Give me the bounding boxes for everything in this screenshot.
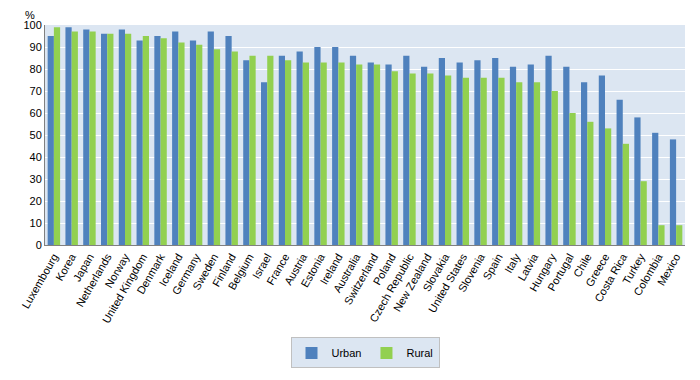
svg-text:40: 40 (30, 151, 42, 163)
svg-text:Spain: Spain (480, 251, 504, 281)
svg-text:Norway: Norway (102, 251, 131, 290)
svg-text:Colombia: Colombia (631, 251, 665, 298)
svg-text:Denmark: Denmark (134, 251, 167, 296)
svg-text:Hungary: Hungary (527, 251, 558, 293)
svg-text:Germany: Germany (170, 251, 203, 297)
svg-text:50: 50 (30, 129, 42, 141)
svg-text:%: % (25, 9, 35, 21)
svg-text:0: 0 (36, 239, 42, 251)
svg-text:60: 60 (30, 107, 42, 119)
svg-text:Italy: Italy (502, 251, 523, 275)
svg-text:Urban: Urban (332, 347, 362, 359)
svg-text:Luxembourg: Luxembourg (19, 251, 60, 310)
svg-text:Finland: Finland (210, 251, 238, 288)
svg-text:Poland: Poland (371, 251, 399, 287)
svg-text:Australia: Australia (331, 251, 363, 295)
svg-text:Costa Rica: Costa Rica (592, 251, 630, 304)
svg-text:Korea: Korea (53, 251, 79, 283)
svg-text:80: 80 (30, 63, 42, 75)
svg-text:Ireland: Ireland (318, 251, 345, 286)
svg-text:Austria: Austria (282, 251, 310, 287)
svg-text:United Kingdom: United Kingdom (100, 251, 150, 325)
svg-text:Chile: Chile (571, 251, 594, 279)
svg-text:70: 70 (30, 85, 42, 97)
svg-text:Sweden: Sweden (190, 251, 220, 291)
svg-text:Latvia: Latvia (515, 251, 541, 283)
svg-text:Rural: Rural (406, 347, 432, 359)
svg-text:Estonia: Estonia (298, 251, 327, 290)
svg-text:Belgium: Belgium (226, 251, 256, 291)
svg-text:Mexico: Mexico (655, 251, 683, 287)
svg-text:90: 90 (30, 41, 42, 53)
svg-text:New Zealand: New Zealand (391, 251, 434, 313)
svg-text:Netherlands: Netherlands (74, 251, 114, 309)
svg-text:Israel: Israel (250, 251, 274, 280)
svg-text:Japan: Japan (71, 251, 96, 283)
svg-text:Turkey: Turkey (620, 251, 647, 286)
svg-text:30: 30 (30, 173, 42, 185)
svg-text:France: France (264, 251, 292, 287)
svg-text:Switzerland: Switzerland (342, 251, 381, 306)
svg-text:Greece: Greece (583, 251, 611, 288)
svg-text:Czech Republic: Czech Republic (367, 251, 416, 324)
svg-text:100: 100 (23, 19, 41, 31)
svg-text:Portugal: Portugal (545, 251, 576, 292)
svg-text:20: 20 (30, 195, 42, 207)
svg-text:Slovenia: Slovenia (456, 251, 488, 294)
svg-text:10: 10 (30, 217, 42, 229)
svg-text:Iceland: Iceland (157, 251, 185, 288)
svg-text:Slovakia: Slovakia (420, 251, 452, 294)
svg-text:United States: United States (426, 251, 470, 315)
